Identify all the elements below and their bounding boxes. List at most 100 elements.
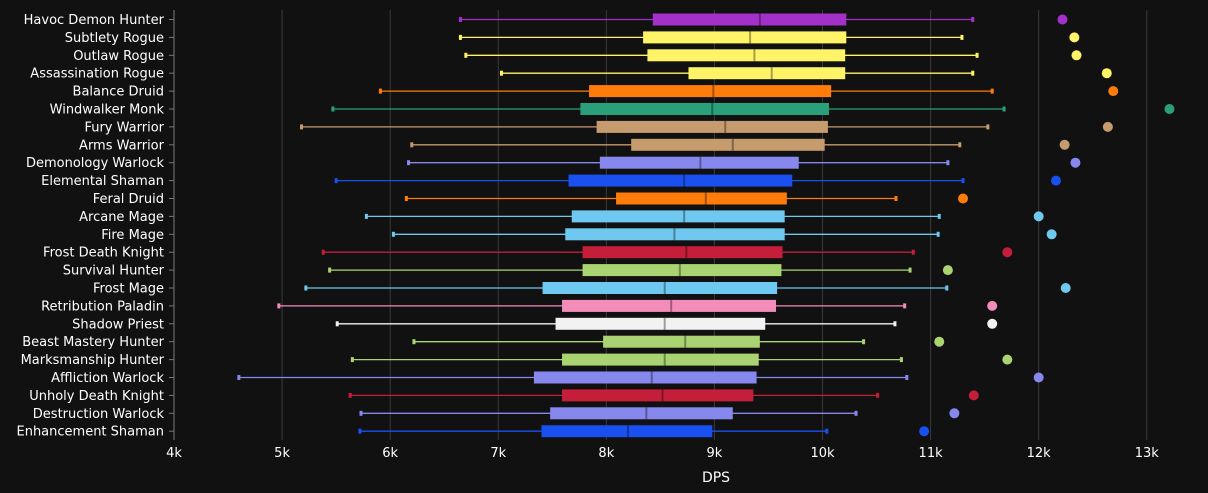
spec-box (458, 13, 1068, 26)
y-category-label: Beast Mastery Hunter (22, 335, 164, 350)
spec-box (464, 49, 1082, 62)
whisker-cap-low (321, 249, 325, 255)
y-category-label: Marksmanship Hunter (21, 353, 165, 368)
iqr-box (550, 407, 733, 420)
outlier-point (958, 193, 969, 204)
spec-box (410, 138, 1070, 151)
whisker-cap-low (410, 142, 414, 148)
outlier-point (1071, 50, 1082, 61)
spec-box (348, 389, 979, 402)
iqr-box (631, 138, 825, 151)
y-axis: Havoc Demon Hunter Subtlety Rogue Outlaw R… (16, 10, 175, 440)
iqr-box (580, 103, 829, 115)
spec-box (350, 353, 1013, 366)
spec-box (412, 335, 945, 348)
y-category-label: Fury Warrior (84, 120, 164, 135)
outlier-point (987, 318, 998, 329)
whisker-cap-low (359, 410, 363, 416)
whisker-cap-low (277, 303, 281, 309)
whisker-cap-high (825, 428, 829, 434)
spec-box (304, 282, 1071, 294)
outlier-point (1002, 247, 1013, 258)
whisker-cap-low (237, 375, 241, 380)
iqr-box (599, 156, 799, 169)
whisker-cap-low (348, 392, 352, 398)
spec-box (335, 317, 998, 330)
outlier-point (1002, 354, 1013, 365)
y-category-label: Shadow Priest (72, 317, 164, 332)
spec-box (237, 371, 1044, 384)
whisker-cap-high (971, 17, 975, 22)
spec-box (334, 174, 1061, 187)
whisker-cap-high (894, 196, 898, 201)
whisker-cap-high (945, 285, 949, 291)
iqr-box (688, 67, 846, 80)
y-category-label: Unholy Death Knight (29, 389, 164, 404)
outlier-point (987, 300, 998, 311)
whisker-cap-low (331, 106, 335, 112)
whisker-cap-high (986, 124, 990, 130)
iqr-box (643, 31, 847, 44)
box-series (237, 13, 1175, 438)
y-category-label: Fire Mage (101, 228, 164, 243)
whisker-cap-high (899, 357, 903, 363)
spec-box (378, 85, 1119, 98)
spec-box (458, 31, 1080, 44)
whisker-cap-high (911, 249, 915, 255)
outlier-point (968, 390, 979, 401)
whisker-cap-high (975, 52, 979, 58)
x-tick-label: 6k (382, 446, 398, 461)
whisker-cap-low (334, 178, 338, 184)
y-category-label: Retribution Paladin (41, 299, 164, 314)
whisker-cap-low (412, 339, 416, 345)
outlier-point (919, 426, 930, 437)
outlier-point (942, 265, 953, 276)
whisker-cap-low (335, 321, 339, 327)
whisker-cap-low (407, 160, 411, 166)
iqr-box (555, 317, 766, 330)
y-category-label: Elemental Shaman (41, 174, 164, 189)
whisker-cap-high (905, 375, 909, 380)
spec-box (407, 156, 1081, 169)
y-category-label: Demonology Warlock (26, 156, 165, 171)
spec-box (358, 425, 930, 438)
y-category-label: Arms Warrior (79, 138, 165, 153)
y-category-label: Feral Druid (93, 192, 164, 207)
iqr-box (652, 13, 847, 26)
y-category-label: Outlaw Rogue (73, 49, 164, 64)
whisker-cap-low (391, 231, 395, 237)
y-category-label: Frost Mage (93, 282, 164, 297)
y-category-label: Havoc Demon Hunter (24, 13, 165, 28)
spec-box (331, 103, 1175, 115)
whisker-cap-high (971, 70, 975, 76)
spec-box (300, 120, 1113, 133)
whisker-cap-high (862, 339, 866, 345)
whisker-cap-low (304, 285, 308, 291)
whisker-cap-high (936, 231, 940, 237)
iqr-box (533, 371, 757, 384)
iqr-box (565, 228, 785, 241)
whisker-cap-low (300, 124, 304, 130)
y-category-label: Balance Druid (73, 85, 164, 100)
y-category-label: Destruction Warlock (33, 407, 165, 422)
spec-box (359, 407, 960, 420)
whisker-cap-low (328, 267, 332, 273)
spec-box (404, 192, 969, 205)
iqr-box (562, 299, 777, 312)
outlier-point (934, 336, 945, 347)
outlier-point (1046, 229, 1057, 240)
whisker-cap-high (903, 303, 907, 309)
outlier-point (1108, 86, 1119, 97)
grid-lines (281, 10, 1148, 440)
spec-box (364, 210, 1044, 223)
y-category-label: Affliction Warlock (51, 371, 164, 386)
whisker-cap-low (404, 196, 408, 201)
x-tick-label: 7k (490, 446, 506, 461)
iqr-box (571, 210, 785, 223)
outlier-point (1070, 157, 1081, 168)
whisker-cap-high (946, 160, 950, 166)
whisker-cap-low (458, 17, 462, 22)
outlier-point (1060, 283, 1071, 293)
outlier-point (1102, 121, 1113, 132)
